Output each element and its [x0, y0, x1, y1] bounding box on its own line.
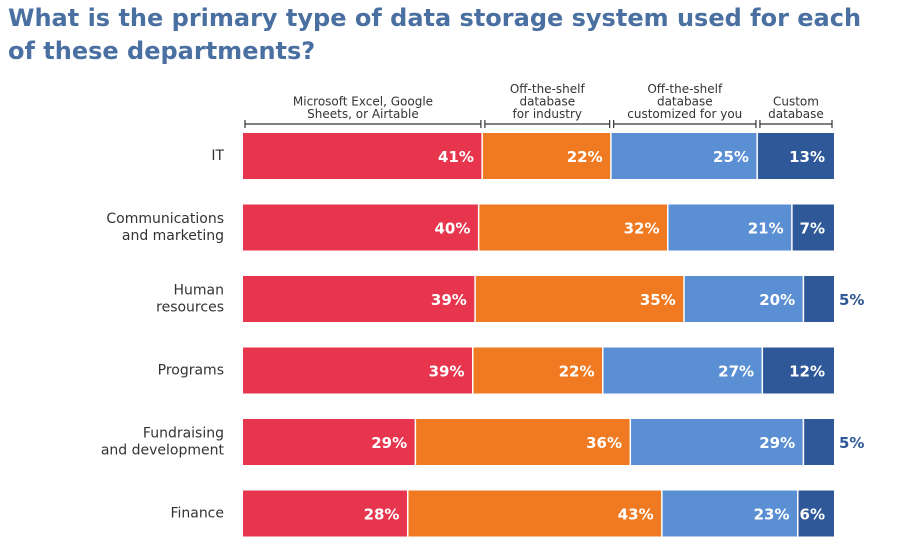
data-label: 22% [567, 148, 603, 166]
legend-label-4: Custom database [768, 95, 824, 122]
data-label: 5% [839, 291, 864, 309]
data-label: 43% [618, 506, 654, 524]
data-label: 12% [789, 363, 825, 381]
bar-segment [473, 347, 603, 394]
bar-segment [603, 347, 762, 394]
bar-segment [611, 133, 757, 179]
bar-segment [763, 347, 834, 394]
data-label: 21% [748, 220, 784, 238]
bar-segment [668, 204, 792, 251]
bar-segment [757, 133, 834, 179]
data-label: 23% [754, 506, 790, 524]
bar-segment [662, 490, 798, 537]
bar-segment [798, 490, 834, 537]
bar-segment [631, 419, 803, 465]
data-label: 22% [559, 363, 595, 381]
bar-segment [243, 204, 478, 251]
data-label: 40% [434, 220, 470, 238]
bar-segment [804, 276, 834, 322]
bar-segment [475, 276, 684, 322]
bar-segment [243, 276, 475, 322]
data-label: 32% [624, 220, 660, 238]
bar-segment [804, 419, 834, 465]
data-label: 28% [364, 506, 400, 524]
data-label: 6% [800, 506, 825, 524]
data-label: 39% [431, 291, 467, 309]
data-label: 29% [371, 434, 407, 452]
data-label: 5% [839, 434, 864, 452]
data-label: 29% [759, 434, 795, 452]
legend-label-2: Off-the-shelf database for industry [510, 82, 586, 121]
bar-segment [479, 204, 668, 251]
bar-segment [243, 133, 482, 179]
category-label: Communications and marketing [106, 211, 224, 244]
bar-segment [243, 490, 407, 537]
legend-label-1: Microsoft Excel, Google Sheets, or Airtab… [293, 95, 433, 122]
bar-segment [684, 276, 803, 322]
chart-title: What is the primary type of data storage… [8, 4, 862, 65]
category-label: IT [211, 148, 224, 164]
data-label: 39% [429, 363, 465, 381]
data-label: 27% [718, 363, 754, 381]
category-label: Finance [170, 506, 224, 522]
bar-segment [243, 419, 415, 465]
bar-segment [416, 419, 630, 465]
legend-label-3: Off-the-shelf database customized for you [627, 82, 742, 121]
category-label: Fundraising and development [101, 426, 225, 459]
data-label: 41% [438, 148, 474, 166]
category-label: Programs [158, 363, 224, 379]
bar-segment [408, 490, 662, 537]
bar-segment [243, 347, 472, 394]
data-label: 36% [586, 434, 622, 452]
bar-segment [792, 204, 834, 251]
data-label: 25% [713, 148, 749, 166]
bar-segment [482, 133, 611, 179]
category-label: Human resources [156, 283, 224, 316]
data-label: 35% [640, 291, 676, 309]
data-label: 13% [789, 148, 825, 166]
data-label: 20% [759, 291, 795, 309]
data-label: 7% [800, 220, 825, 238]
